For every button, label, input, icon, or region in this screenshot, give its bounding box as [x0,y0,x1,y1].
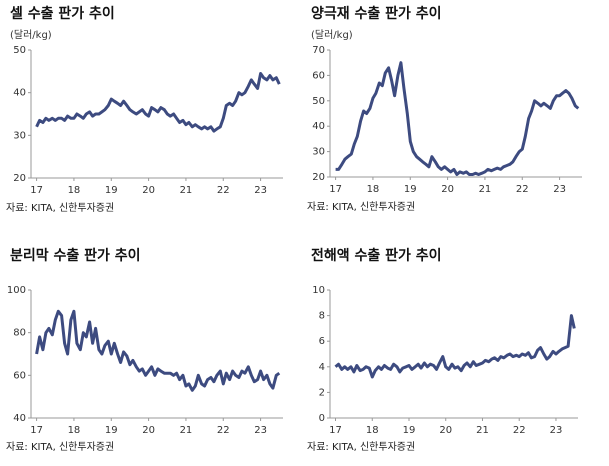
x-tick-label: 22 [217,425,230,436]
source-note: 자료: KITA, 신한투자증권 [307,201,415,213]
x-tick-label: 21 [476,425,489,436]
y-tick-label: 0 [319,413,325,424]
y-tick-label: 50 [13,45,26,56]
chart-title: 전해액 수출 판가 추이 [311,247,442,264]
y-tick-label: 50 [312,96,325,107]
y-axis-label: (달러/kg) [10,29,52,41]
x-tick-label: 23 [254,425,267,436]
y-tick-label: 6 [319,336,325,347]
x-tick-label: 20 [441,184,454,195]
x-tick-label: 18 [367,184,380,195]
x-tick-label: 22 [513,425,526,436]
source-note: 자료: KITA, 신한투자증권 [6,441,114,453]
x-tick-label: 21 [180,185,193,196]
y-tick-label: 40 [13,88,26,99]
chart-title: 셀 수출 판가 추이 [10,5,115,22]
y-tick-label: 8 [319,311,325,322]
chart-title: 분리막 수출 판가 추이 [10,247,141,264]
y-tick-label: 20 [13,173,26,184]
data-line [335,61,580,176]
x-tick-label: 17 [30,425,43,436]
source-note: 자료: KITA, 신한투자증권 [6,202,114,214]
x-tick-label: 20 [142,185,155,196]
y-tick-label: 80 [13,328,26,339]
x-tick-label: 20 [142,425,155,436]
x-tick-label: 19 [105,425,118,436]
data-line [334,314,576,379]
y-tick-label: 20 [312,172,325,183]
x-tick-label: 23 [553,184,566,195]
y-tick-label: 30 [312,147,325,158]
x-tick-label: 19 [403,425,416,436]
y-tick-label: 60 [13,370,26,381]
y-tick-label: 40 [13,413,26,424]
x-tick-label: 21 [479,184,492,195]
y-tick-label: 2 [319,387,325,398]
data-line [35,72,281,133]
data-line [35,309,281,392]
source-note: 자료: KITA, 신한투자증권 [307,441,415,453]
y-tick-label: 30 [13,130,26,141]
x-tick-label: 21 [180,425,193,436]
chart-title: 양극재 수출 판가 추이 [311,5,442,22]
y-tick-label: 10 [312,285,325,296]
y-tick-label: 70 [312,45,325,56]
x-tick-label: 19 [404,184,417,195]
x-tick-label: 17 [329,184,342,195]
x-tick-label: 23 [550,425,563,436]
x-tick-label: 17 [329,425,342,436]
y-tick-label: 60 [312,70,325,81]
x-tick-label: 18 [366,425,379,436]
x-tick-label: 23 [254,185,267,196]
y-tick-label: 100 [7,285,26,296]
y-axis-label: (달러/kg) [311,29,353,41]
x-tick-label: 18 [68,185,81,196]
x-tick-label: 22 [217,185,230,196]
y-tick-label: 40 [312,121,325,132]
x-tick-label: 19 [105,185,118,196]
x-tick-label: 17 [30,185,43,196]
x-tick-label: 20 [439,425,452,436]
x-tick-label: 18 [68,425,81,436]
y-tick-label: 4 [319,362,325,373]
x-tick-label: 22 [516,184,529,195]
